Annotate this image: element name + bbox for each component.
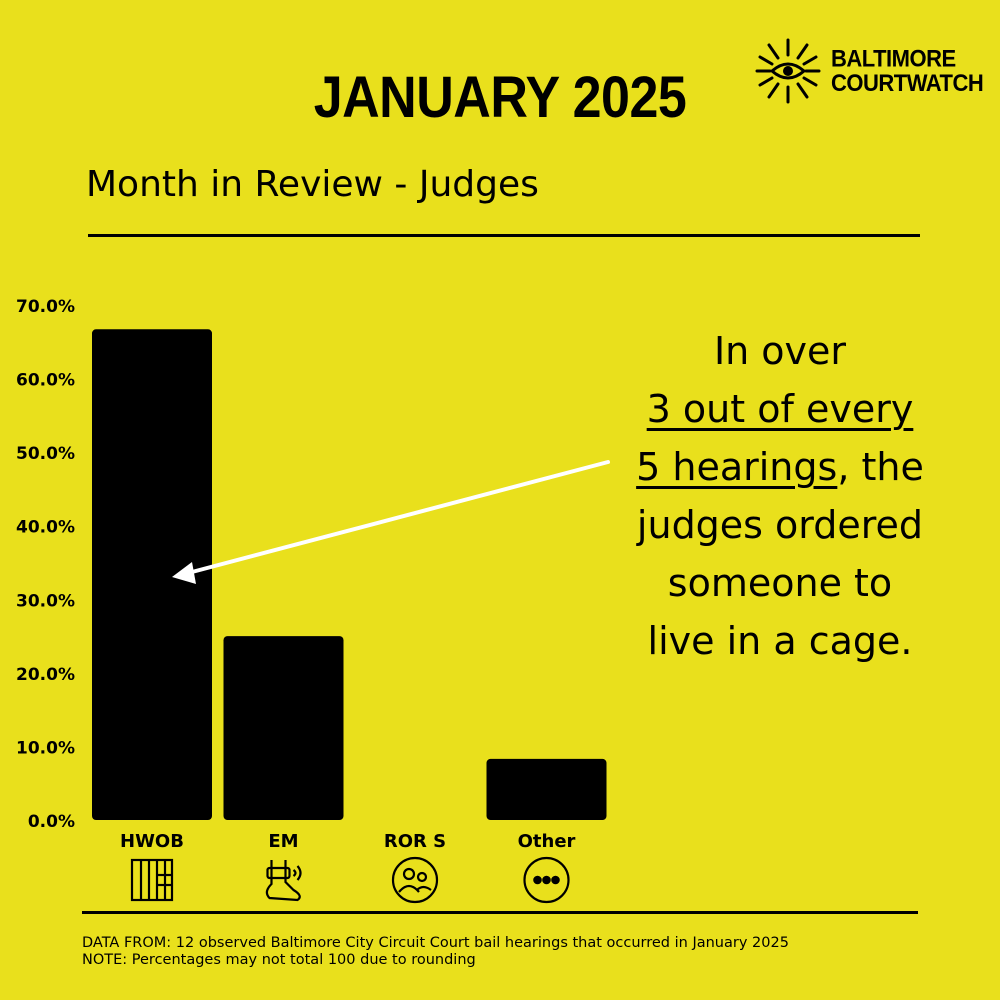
bar-other [486, 758, 607, 820]
callout-line-5: someone to [667, 561, 893, 605]
eye-sun-icon [755, 38, 821, 104]
callout-line-3-rest: , the [837, 445, 924, 489]
y-tick-label: 60.0% [16, 371, 75, 391]
y-tick-label: 30.0% [16, 591, 75, 611]
brand-line-1: BALTIMORE [831, 44, 956, 73]
callout-line-4: judges ordered [636, 503, 924, 547]
jail-bars-icon [130, 858, 174, 902]
callout-line-3: 5 hearings, the [600, 438, 960, 496]
y-tick-label: 20.0% [16, 665, 75, 685]
callout-arrow-line [190, 460, 610, 574]
rounding-note: NOTE: Percentages may not total 100 due … [82, 952, 476, 968]
footer-notes: DATA FROM: 12 observed Baltimore City Ci… [82, 935, 789, 969]
x-tick-label: HWOB [120, 831, 184, 852]
y-tick-label: 70.0% [16, 297, 75, 317]
callout-text: In over 3 out of every 5 hearings, the j… [600, 322, 960, 670]
callout-line-6: live in a cage. [647, 619, 913, 663]
x-tick-label: EM [268, 831, 298, 852]
y-tick-label: 0.0% [28, 812, 75, 832]
bar-hwob [92, 329, 212, 820]
callout-line-2: 3 out of every [646, 387, 914, 431]
brand-name: BALTIMORE COURTWATCH [831, 44, 984, 97]
callout-arrow-head [172, 562, 196, 584]
bar-em [223, 636, 344, 820]
more-dots-icon [523, 856, 570, 904]
top-divider [88, 234, 920, 237]
y-tick-label: 40.0% [16, 518, 75, 538]
people-circle-icon [391, 856, 439, 904]
brand-logo: BALTIMORE COURTWATCH [755, 38, 984, 104]
callout-highlight: 5 hearings [636, 445, 838, 489]
bottom-divider [82, 911, 918, 914]
callout-line-1: In over [713, 329, 847, 373]
page-subtitle: Month in Review - Judges [86, 164, 539, 205]
page-title: JANUARY 2025 [313, 65, 687, 131]
ankle-monitor-icon [265, 860, 302, 902]
y-tick-label: 10.0% [16, 738, 75, 758]
y-tick-label: 50.0% [16, 444, 75, 464]
x-tick-label: ROR S [384, 831, 446, 852]
brand-line-2: COURTWATCH [831, 68, 984, 97]
data-source-note: DATA FROM: 12 observed Baltimore City Ci… [82, 935, 789, 951]
x-tick-label: Other [518, 831, 576, 852]
